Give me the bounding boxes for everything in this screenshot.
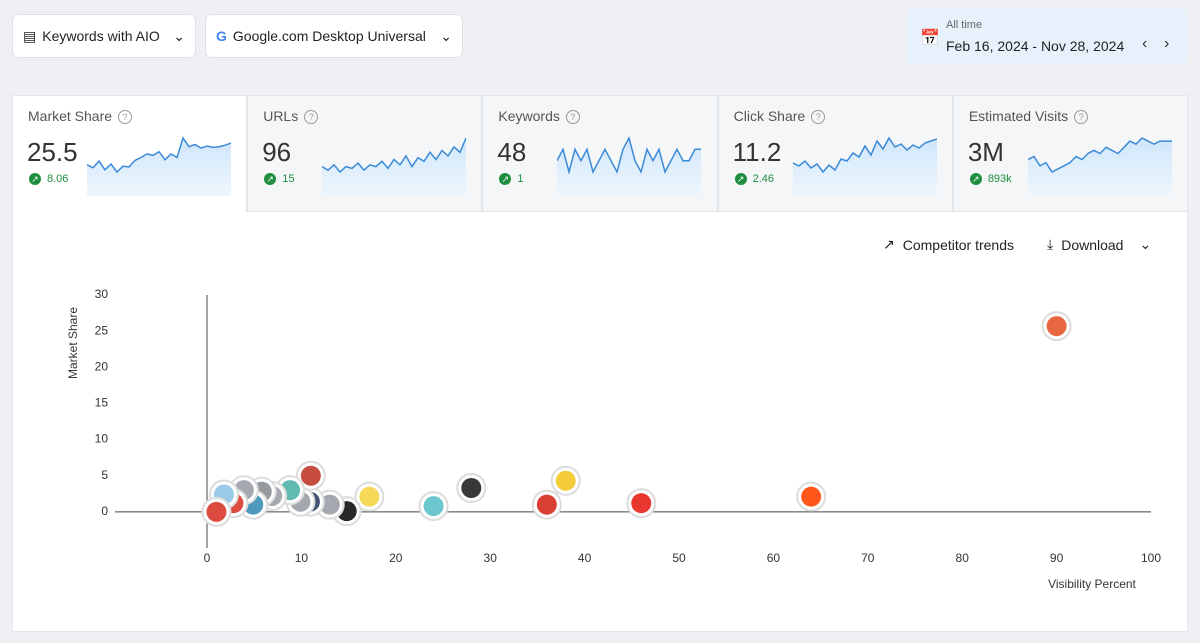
metric-value: 25.5: [27, 137, 78, 167]
sparkline-line: [87, 136, 231, 174]
change-value: 15: [282, 173, 295, 185]
metric-change: ↗ 2.46: [734, 173, 775, 185]
change-value: 893k: [987, 173, 1012, 185]
metric-card[interactable]: Market Share? 25.5 ↗ 8.06: [12, 95, 248, 212]
competitor-trends-button[interactable]: ↗ Competitor trends: [883, 236, 1015, 253]
up-icon: ↗: [969, 173, 982, 185]
metric-label: Keywords?: [498, 108, 580, 125]
sparkline-area: [1027, 138, 1172, 196]
next-button[interactable]: ›: [1164, 35, 1170, 52]
help-icon: ?: [811, 110, 826, 125]
sparkline-line: [557, 135, 702, 175]
sparkline-line: [1027, 137, 1172, 173]
change-value: 1: [517, 173, 524, 185]
metric-label: URLs?: [263, 108, 319, 125]
help-icon: ?: [565, 110, 580, 125]
sparkline: [322, 137, 467, 196]
metric-label-text: Keywords: [498, 108, 560, 124]
metric-change: ↗ 893k: [969, 173, 1012, 185]
change-value: 2.46: [752, 173, 775, 185]
metric-card[interactable]: URLs? 96 ↗ 15: [247, 95, 483, 212]
metric-card[interactable]: Estimated Visits? 3M ↗ 893k: [952, 95, 1189, 212]
help-icon: ?: [304, 110, 319, 125]
metric-label-text: Click Share: [733, 108, 806, 124]
sparkline-area: [87, 138, 231, 196]
sparkline-area: [792, 138, 937, 196]
help-icon: ?: [118, 110, 133, 125]
metric-card[interactable]: Keywords? 48 ↗ 1: [482, 95, 718, 212]
up-icon: ↗: [499, 173, 512, 185]
metric-change: ↗ 8.06: [29, 173, 68, 185]
date-label: All time: [946, 19, 983, 31]
change-value: 8.06: [47, 173, 69, 185]
metric-label-text: URLs: [263, 108, 299, 124]
up-icon: ↗: [734, 173, 747, 185]
sparkline-line: [322, 137, 467, 174]
sparkline-area: [322, 138, 467, 196]
chart-panel: ↗ Competitor trends ⤓ Download ⌄: [12, 212, 1188, 632]
help-icon: ?: [1074, 110, 1089, 125]
filter-label: Google.com Desktop Universal: [232, 28, 426, 44]
sparkline: [87, 136, 231, 196]
filter-dropdown[interactable]: G Google.com Desktop Universal ⌄: [205, 14, 463, 58]
metric-value: 96: [262, 137, 292, 167]
up-icon: ↗: [264, 173, 277, 185]
metric-label: Estimated Visits?: [968, 108, 1089, 125]
filter-label: Keywords with AIO: [42, 28, 160, 44]
filter-dropdown[interactable]: ▤ Keywords with AIO ⌄: [12, 14, 196, 58]
date-picker[interactable]: 📅 All time Feb 16, 2024 - Nov 28, 2024 ‹…: [906, 9, 1187, 64]
sparkline: [792, 136, 937, 196]
metric-value: 48: [497, 137, 527, 167]
metric-value: 3M: [967, 137, 1004, 167]
metric-label-text: Market Share: [28, 108, 113, 124]
metric-change: ↗ 1: [499, 173, 524, 185]
metric-cards: Market Share? 25.5 ↗ 8.06 URLs? 96 ↗ 15 Keywords…: [12, 95, 1189, 212]
sparkline-area: [557, 138, 702, 196]
download-button[interactable]: ⤓ Download ⌄: [1047, 236, 1152, 253]
prev-button[interactable]: ‹: [1142, 35, 1148, 52]
action-label: Competitor trends: [902, 236, 1015, 253]
metric-label: Click Share?: [733, 108, 826, 125]
metric-card[interactable]: Click Share? 11.2 ↗ 2.46: [717, 95, 953, 212]
metric-value: 11.2: [732, 137, 782, 167]
metric-label: Market Share?: [28, 108, 133, 125]
metric-label-text: Estimated Visits: [968, 108, 1069, 124]
action-label: Download: [1061, 236, 1124, 253]
sparkline-line: [792, 136, 937, 174]
up-icon: ↗: [29, 173, 41, 185]
date-range: Feb 16, 2024 - Nov 28, 2024: [946, 38, 1125, 54]
sparkline: [557, 135, 702, 196]
metric-change: ↗ 15: [264, 173, 294, 185]
sparkline: [1027, 137, 1172, 196]
